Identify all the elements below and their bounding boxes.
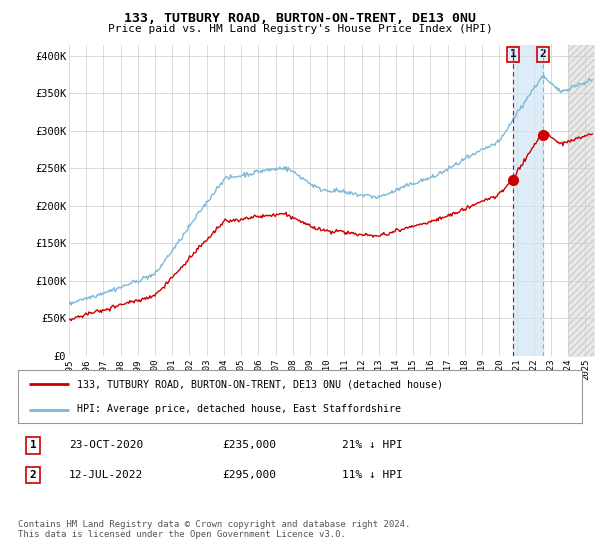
Text: 1: 1 [510,49,517,59]
Bar [513,45,543,356]
Text: 1: 1 [29,440,37,450]
Text: 11% ↓ HPI: 11% ↓ HPI [342,470,403,480]
Text: 2: 2 [539,49,547,59]
Text: 2: 2 [29,470,37,480]
Text: 133, TUTBURY ROAD, BURTON-ON-TRENT, DE13 0NU: 133, TUTBURY ROAD, BURTON-ON-TRENT, DE13… [124,12,476,25]
Text: Contains HM Land Registry data © Crown copyright and database right 2024.
This d: Contains HM Land Registry data © Crown c… [18,520,410,539]
Bar [568,45,594,356]
Text: Price paid vs. HM Land Registry's House Price Index (HPI): Price paid vs. HM Land Registry's House … [107,24,493,34]
Text: HPI: Average price, detached house, East Staffordshire: HPI: Average price, detached house, East… [77,404,401,414]
Text: £295,000: £295,000 [222,470,276,480]
Text: £235,000: £235,000 [222,440,276,450]
Text: 12-JUL-2022: 12-JUL-2022 [69,470,143,480]
Text: 23-OCT-2020: 23-OCT-2020 [69,440,143,450]
Text: 133, TUTBURY ROAD, BURTON-ON-TRENT, DE13 0NU (detached house): 133, TUTBURY ROAD, BURTON-ON-TRENT, DE13… [77,380,443,390]
Text: 21% ↓ HPI: 21% ↓ HPI [342,440,403,450]
